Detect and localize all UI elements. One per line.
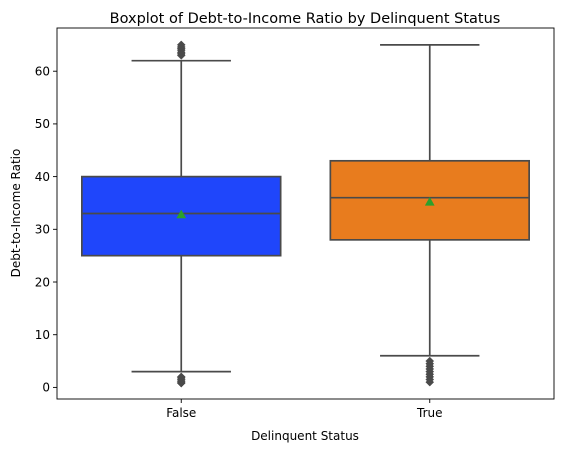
outlier-point [176, 372, 186, 382]
chart-title: Boxplot of Debt-to-Income Ratio by Delin… [110, 11, 501, 27]
box-false [80, 40, 282, 388]
x-tick-label: False [166, 406, 196, 420]
box-series [80, 40, 531, 388]
box-true [329, 44, 531, 387]
y-tick-label: 20 [35, 275, 50, 289]
x-axis: False True [166, 399, 443, 420]
y-tick-label: 50 [35, 117, 50, 131]
y-tick-label: 10 [35, 328, 50, 342]
mean-marker [424, 196, 435, 206]
y-axis-label: Debt-to-Income Ratio [9, 149, 23, 278]
y-tick-label: 40 [35, 170, 50, 184]
y-axis: 0 10 20 30 40 50 60 [35, 65, 57, 395]
outlier-point [425, 356, 435, 366]
y-tick-label: 60 [35, 65, 50, 79]
y-tick-label: 30 [35, 223, 50, 237]
x-axis-label: Delinquent Status [251, 429, 359, 443]
y-tick-label: 0 [42, 381, 50, 395]
outlier-point [176, 40, 186, 50]
plot-area-frame [56, 27, 555, 400]
x-tick-label: True [416, 406, 443, 420]
mean-marker [176, 209, 187, 219]
